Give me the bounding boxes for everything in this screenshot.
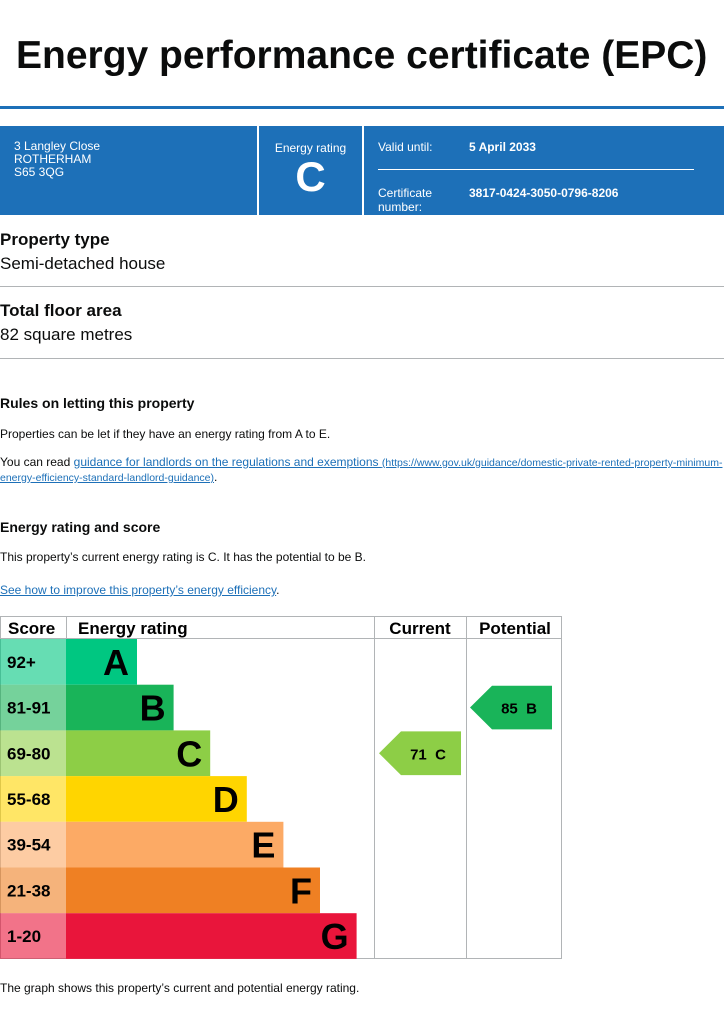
valid-date: 5 April 2033 bbox=[469, 140, 536, 154]
rating-chart: Score Energy rating Current Potential 92… bbox=[0, 616, 562, 959]
column-header: Energy rating bbox=[78, 619, 188, 638]
divider bbox=[0, 286, 724, 287]
title-rule bbox=[0, 106, 724, 109]
band-letter: C bbox=[176, 733, 202, 774]
divider bbox=[378, 169, 694, 170]
current-letter: C bbox=[435, 746, 446, 763]
rules-guidance: You can read guidance for landlords on t… bbox=[0, 455, 724, 485]
score-range: 39-54 bbox=[7, 836, 51, 855]
current-score: 71 bbox=[410, 746, 427, 763]
current-arrow bbox=[379, 731, 461, 776]
address-line: ROTHERHAM bbox=[14, 152, 92, 166]
potential-arrow bbox=[470, 685, 552, 730]
address-line: 3 Langley Close bbox=[14, 139, 101, 153]
score-range: 81-91 bbox=[7, 699, 50, 718]
band-letter: B bbox=[140, 688, 166, 729]
divider bbox=[0, 358, 724, 359]
score-cell bbox=[0, 913, 66, 959]
score-cell bbox=[0, 730, 66, 777]
score-range: 1-20 bbox=[7, 927, 41, 946]
score-range: 92+ bbox=[7, 653, 36, 672]
link-text[interactable]: guidance for landlords on the regulation… bbox=[73, 455, 379, 469]
current-label: 71 C bbox=[410, 746, 446, 763]
rules-heading: Rules on letting this property bbox=[0, 395, 195, 411]
certificate-label: Certificate number: bbox=[378, 186, 433, 214]
rating-heading: Energy rating and score bbox=[0, 519, 161, 535]
rating-letter: C bbox=[295, 153, 326, 200]
valid-label: Valid until: bbox=[378, 140, 433, 154]
link-url[interactable]: (https://www.gov.uk/guidance/domestic-pr… bbox=[0, 457, 723, 484]
improve-line: See how to improve this property’s energ… bbox=[0, 583, 279, 597]
score-cell bbox=[0, 639, 66, 685]
property-type: Semi-detached house bbox=[0, 254, 166, 273]
guidance-link[interactable]: guidance for landlords on the regulation… bbox=[0, 455, 722, 484]
rating-band bbox=[66, 776, 247, 822]
rating-box: Energy rating C bbox=[259, 126, 362, 215]
rating-band bbox=[66, 913, 357, 959]
rating-band bbox=[66, 684, 174, 731]
band-letter: F bbox=[290, 870, 312, 911]
score-range: 55-68 bbox=[7, 790, 50, 809]
improve-link[interactable]: See how to improve this property’s energ… bbox=[0, 583, 277, 597]
rating-band bbox=[66, 639, 137, 685]
rating-band bbox=[66, 867, 320, 914]
score-cell bbox=[0, 867, 66, 914]
page-title: Energy performance certificate (EPC) bbox=[16, 34, 708, 77]
potential-label: 85 B bbox=[501, 701, 537, 718]
column-header: Score bbox=[8, 619, 55, 638]
validity-box: Valid until: 5 April 2033 Certificate nu… bbox=[364, 126, 724, 215]
band-letter: D bbox=[213, 779, 239, 820]
rating-label: Energy rating bbox=[274, 141, 347, 155]
certificate-number: 3817-0424-3050-0796-8206 bbox=[469, 186, 619, 200]
score-cell bbox=[0, 821, 66, 868]
address-box: 3 Langley Close ROTHERHAM S65 3QG bbox=[0, 126, 257, 215]
text: . bbox=[214, 470, 218, 484]
rating-band bbox=[66, 730, 211, 777]
text: . bbox=[276, 583, 280, 597]
score-cell bbox=[0, 776, 66, 822]
band-letter: A bbox=[103, 642, 129, 683]
address: 3 Langley Close ROTHERHAM S65 3QG bbox=[14, 140, 100, 179]
footer-text: The graph shows this property’s current … bbox=[0, 981, 360, 995]
rules-text: Properties can be let if they have an en… bbox=[0, 427, 331, 441]
text: You can read bbox=[0, 455, 71, 469]
potential-letter: B bbox=[526, 701, 537, 718]
column-header: Current bbox=[389, 619, 451, 638]
floor-area-heading: Total floor area bbox=[0, 301, 122, 320]
score-range: 69-80 bbox=[7, 744, 50, 763]
score-cell bbox=[0, 684, 66, 731]
column-header: Potential bbox=[479, 619, 551, 638]
rating-band bbox=[66, 821, 284, 868]
band-letter: G bbox=[321, 916, 349, 957]
potential-score: 85 bbox=[501, 701, 518, 718]
score-range: 21-38 bbox=[7, 881, 50, 900]
property-type-heading: Property type bbox=[0, 230, 110, 249]
address-line: S65 3QG bbox=[14, 165, 65, 179]
band-letter: E bbox=[251, 825, 275, 866]
rating-text: This property’s current energy rating is… bbox=[0, 550, 366, 564]
floor-area: 82 square metres bbox=[0, 325, 133, 344]
